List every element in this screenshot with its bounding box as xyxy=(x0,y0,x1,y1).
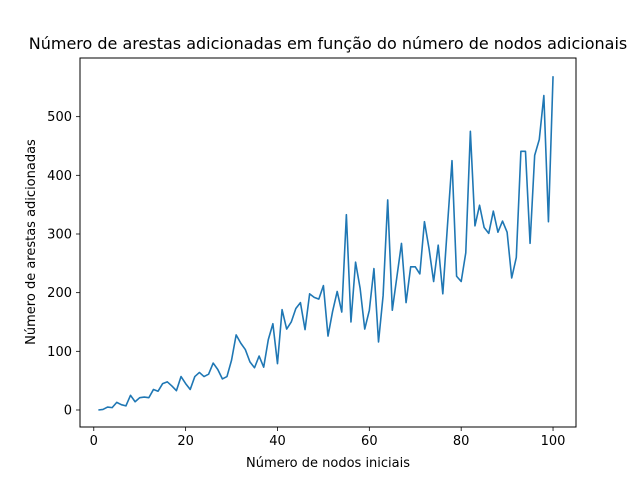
plot-frame xyxy=(79,57,577,428)
x-tick-label: 40 xyxy=(269,434,286,449)
x-tick-label: 20 xyxy=(177,434,194,449)
y-tick-label: 300 xyxy=(47,227,72,242)
y-tick-label: 500 xyxy=(47,110,72,125)
y-tick-label: 200 xyxy=(47,286,72,301)
y-tick-label: 400 xyxy=(47,169,72,184)
x-axis: 0 20 40 60 80 100 xyxy=(90,427,566,449)
x-tick-label: 60 xyxy=(361,434,378,449)
y-tick-label: 100 xyxy=(47,345,72,360)
plot-area xyxy=(98,76,554,411)
x-tick-label: 0 xyxy=(90,434,98,449)
y-axis-label: Número de arestas adicionadas xyxy=(24,139,39,345)
series-line xyxy=(98,76,554,411)
x-axis-label: Número de nodos iniciais xyxy=(246,456,410,471)
chart-title: Número de arestas adicionadas em função … xyxy=(29,34,628,53)
x-tick-label: 80 xyxy=(453,434,470,449)
x-tick-label: 100 xyxy=(541,434,566,449)
y-axis: 0 100 200 300 400 500 xyxy=(47,110,80,418)
y-tick-label: 0 xyxy=(64,403,72,418)
